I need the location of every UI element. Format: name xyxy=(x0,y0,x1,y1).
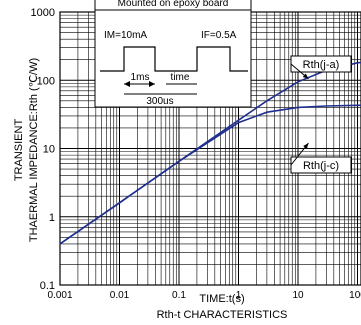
y-tick-label: 0.1 xyxy=(40,280,55,292)
x-tick-label: 1 xyxy=(236,290,242,301)
inset-time-label: time xyxy=(171,72,190,83)
y-tick-label: 100 xyxy=(37,75,55,87)
inset-arrow-left xyxy=(124,81,130,87)
annotation-arrowhead xyxy=(303,143,309,149)
y-axis-title-line2: THAERMAL IMPEDANCE:Rth (℃/W) xyxy=(28,58,40,242)
x-axis-title: TIME:t(s) xyxy=(199,293,244,305)
annotation-arrowhead xyxy=(302,73,309,79)
annotations: Rth(j-a) Rth(j-c) xyxy=(290,55,352,174)
inset-300us-label: 300us xyxy=(146,96,173,107)
inset-arrow-right xyxy=(149,81,155,87)
x-tick-label: 0.01 xyxy=(110,290,130,301)
inset-if-label: IF=0.5A xyxy=(201,30,237,41)
chart-caption: Rth-t CHARACTERISTICS xyxy=(157,309,288,321)
series-lines xyxy=(59,61,361,245)
y-tick-label: 1000 xyxy=(31,7,55,19)
y-tick-label: 1 xyxy=(49,212,55,224)
x-tick-label: 0.1 xyxy=(172,290,186,301)
inset-header: Mounted on epoxy board xyxy=(118,0,229,9)
y-tick-label: 10 xyxy=(43,144,55,156)
inset-1ms-label: 1ms xyxy=(131,72,150,83)
inset-box xyxy=(94,9,252,108)
annotation-label: Rth(j-a) xyxy=(303,59,340,71)
x-tick-label: 0.001 xyxy=(47,290,72,301)
inset-pulse-waveform xyxy=(100,46,248,72)
inset-im-label: IM=10mA xyxy=(104,30,147,41)
annotation-label: Rth(j-c) xyxy=(303,160,339,172)
pulse-inset: Mounted on epoxy board IM=10mA IF=0.5A 1… xyxy=(94,0,252,108)
x-tick-label: 100 xyxy=(349,290,361,301)
x-tick-label: 10 xyxy=(292,290,304,301)
y-axis-title-line1: TRANSIENT xyxy=(13,119,25,182)
series-line xyxy=(59,104,361,245)
